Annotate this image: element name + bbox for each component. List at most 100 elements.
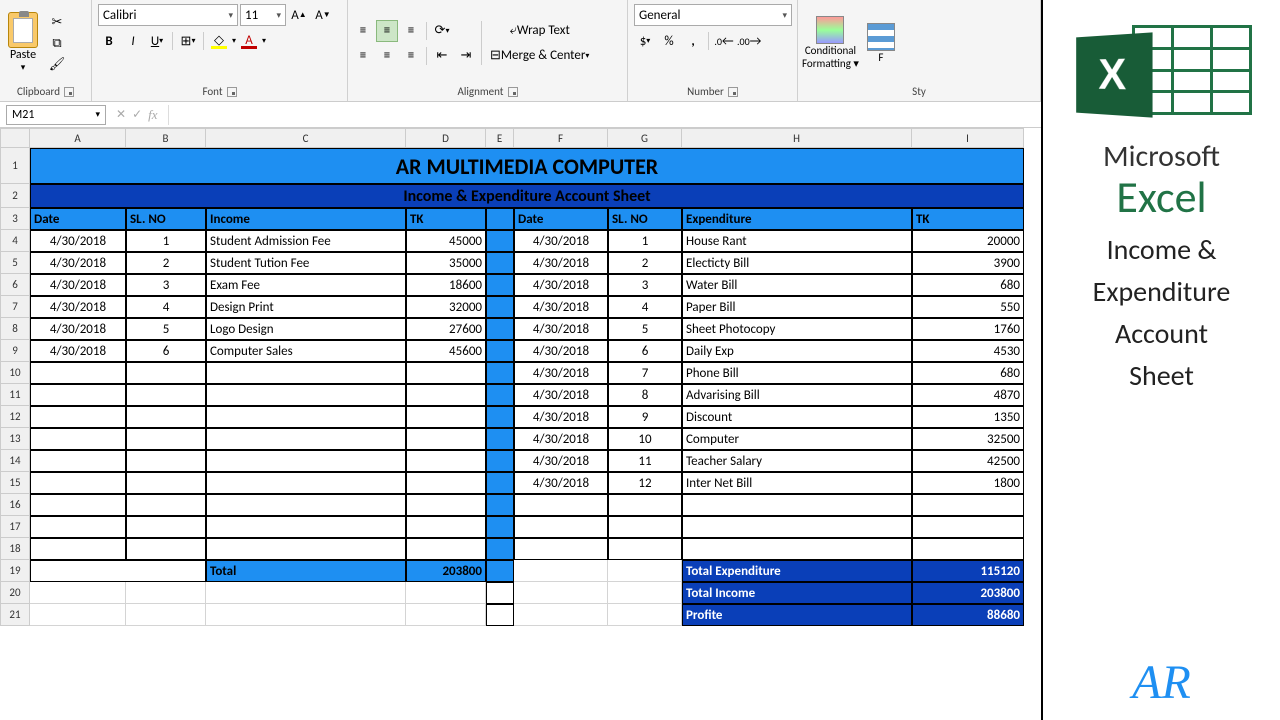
cell[interactable] (608, 604, 682, 626)
format-table-button[interactable]: F (867, 23, 895, 64)
summary-value[interactable]: 115120 (912, 560, 1024, 582)
cell-tk[interactable]: 45000 (406, 230, 486, 252)
cell-tk[interactable] (406, 516, 486, 538)
header-cell[interactable]: TK (406, 208, 486, 230)
cell-slno[interactable] (608, 516, 682, 538)
divider-cell[interactable] (486, 318, 514, 340)
formula-enter-icon[interactable]: ✓ (132, 107, 142, 123)
divider-cell[interactable] (486, 428, 514, 450)
formula-cancel-icon[interactable]: ✕ (116, 107, 126, 123)
select-all-corner[interactable] (0, 128, 30, 148)
cell-slno[interactable]: 10 (608, 428, 682, 450)
cell-tk[interactable]: 4870 (912, 384, 1024, 406)
row-header[interactable]: 6 (0, 274, 30, 296)
cell-date[interactable] (30, 384, 126, 406)
column-header[interactable]: B (126, 128, 206, 148)
cell-tk[interactable]: 680 (912, 362, 1024, 384)
divider-cell[interactable] (486, 296, 514, 318)
cell-date[interactable] (30, 450, 126, 472)
divider-cell[interactable] (486, 208, 514, 230)
cell-date[interactable]: 4/30/2018 (514, 472, 608, 494)
cell-income[interactable] (206, 384, 406, 406)
cell-date[interactable]: 4/30/2018 (30, 230, 126, 252)
name-box[interactable]: M21▾ (6, 105, 106, 125)
cell-tk[interactable]: 4530 (912, 340, 1024, 362)
cell-slno[interactable]: 11 (608, 450, 682, 472)
header-cell[interactable]: Expenditure (682, 208, 912, 230)
font-color-button[interactable]: A (238, 30, 260, 52)
cell-income[interactable]: Student Tution Fee (206, 252, 406, 274)
column-header[interactable]: A (30, 128, 126, 148)
row-header[interactable]: 19 (0, 560, 30, 582)
cell-slno[interactable] (608, 494, 682, 516)
cell-slno[interactable]: 5 (608, 318, 682, 340)
cell-tk[interactable] (406, 406, 486, 428)
cell-slno[interactable]: 4 (608, 296, 682, 318)
cell-slno[interactable] (126, 538, 206, 560)
dialog-launcher-icon[interactable] (64, 87, 74, 97)
cell-tk[interactable] (406, 428, 486, 450)
cell-date[interactable]: 4/30/2018 (30, 340, 126, 362)
orientation-button[interactable]: ⟳ ▾ (431, 20, 453, 42)
divider-cell[interactable] (486, 340, 514, 362)
cell-date[interactable] (30, 362, 126, 384)
cell-income[interactable] (206, 516, 406, 538)
row-header[interactable]: 21 (0, 604, 30, 626)
align-middle-button[interactable]: ≡ (376, 20, 398, 42)
spreadsheet-grid[interactable]: 123456789101112131415161718192021 ABCDEF… (0, 128, 1041, 720)
decrease-indent-button[interactable]: ⇤ (431, 45, 453, 67)
dialog-launcher-icon[interactable] (508, 87, 518, 97)
dialog-launcher-icon[interactable] (227, 87, 237, 97)
accounting-format-button[interactable]: $ ▾ (634, 30, 656, 52)
row-header[interactable]: 15 (0, 472, 30, 494)
decrease-font-button[interactable]: A▼ (312, 4, 334, 26)
cell-tk[interactable] (912, 494, 1024, 516)
cell-slno[interactable]: 6 (126, 340, 206, 362)
total-value[interactable]: 203800 (406, 560, 486, 582)
cell-tk[interactable]: 27600 (406, 318, 486, 340)
row-header[interactable]: 5 (0, 252, 30, 274)
align-right-button[interactable]: ≡ (400, 45, 422, 67)
header-cell[interactable]: Date (30, 208, 126, 230)
row-header[interactable]: 20 (0, 582, 30, 604)
row-header[interactable]: 11 (0, 384, 30, 406)
fill-color-button[interactable]: ◇ (208, 30, 230, 52)
cell-tk[interactable]: 3900 (912, 252, 1024, 274)
cell-date[interactable]: 4/30/2018 (514, 252, 608, 274)
sheet-title[interactable]: AR MULTIMEDIA COMPUTER (30, 148, 1024, 184)
cell-tk[interactable] (406, 450, 486, 472)
cell-tk[interactable] (912, 516, 1024, 538)
cell-date[interactable] (30, 516, 126, 538)
italic-button[interactable]: I (122, 30, 144, 52)
cell-date[interactable]: 4/30/2018 (514, 340, 608, 362)
cell-expenditure[interactable]: Phone Bill (682, 362, 912, 384)
cell-slno[interactable]: 9 (608, 406, 682, 428)
divider-cell[interactable] (486, 538, 514, 560)
column-header[interactable]: F (514, 128, 608, 148)
align-top-button[interactable]: ≡ (352, 20, 374, 42)
cell-slno[interactable]: 4 (126, 296, 206, 318)
cell-expenditure[interactable]: Teacher Salary (682, 450, 912, 472)
bold-button[interactable]: B (98, 30, 120, 52)
cell-date[interactable] (514, 516, 608, 538)
cell-income[interactable]: Design Print (206, 296, 406, 318)
number-format-combo[interactable]: General▾ (634, 4, 792, 26)
divider-cell[interactable] (486, 472, 514, 494)
column-header[interactable]: H (682, 128, 912, 148)
row-header[interactable]: 9 (0, 340, 30, 362)
align-center-button[interactable]: ≡ (376, 45, 398, 67)
cell-slno[interactable]: 1 (608, 230, 682, 252)
divider-cell[interactable] (486, 362, 514, 384)
cell-tk[interactable]: 35000 (406, 252, 486, 274)
cell[interactable] (30, 604, 126, 626)
divider-cell[interactable] (486, 274, 514, 296)
divider-cell[interactable] (486, 494, 514, 516)
font-size-combo[interactable]: 11▾ (240, 4, 286, 26)
cell-date[interactable] (514, 494, 608, 516)
cell-slno[interactable] (126, 428, 206, 450)
cell-date[interactable] (514, 538, 608, 560)
cell-income[interactable]: Student Admission Fee (206, 230, 406, 252)
font-name-combo[interactable]: Calibri▾ (98, 4, 238, 26)
cell-date[interactable]: 4/30/2018 (514, 274, 608, 296)
cell[interactable] (126, 582, 206, 604)
